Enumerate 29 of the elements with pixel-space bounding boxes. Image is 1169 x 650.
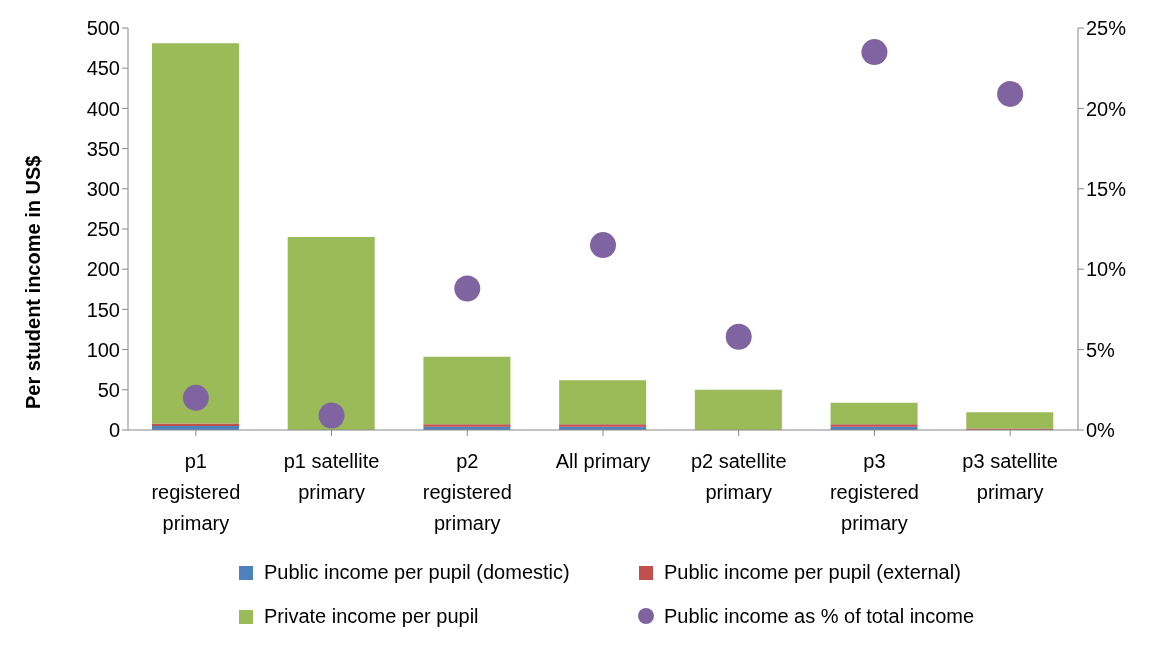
y-tick-label: 100 xyxy=(86,338,120,361)
y-axis-title: Per student income in US$ xyxy=(22,155,45,409)
legend-label: Private income per pupil xyxy=(264,604,479,629)
y2-tick-label: 0% xyxy=(1086,419,1116,442)
x-tick-label: p1 registered primary xyxy=(151,450,241,534)
x-tick-label: p3 registered primary xyxy=(829,450,919,534)
y-tick-label: 250 xyxy=(86,218,120,241)
y-tick-label: 350 xyxy=(86,137,120,160)
legend-label: Public income as % of total income xyxy=(664,604,975,629)
x-tick-label: All primary xyxy=(555,450,651,472)
x-tick-label: p2 satellite primary xyxy=(690,450,787,503)
y2-tick-label: 15% xyxy=(1086,177,1127,200)
y-tick-label: 300 xyxy=(86,177,120,200)
y2-tick-label: 5% xyxy=(1086,338,1116,361)
y-tick-label: 500 xyxy=(86,17,120,40)
legend-label: Public income per pupil (external) xyxy=(664,560,961,585)
y-tick-label: 50 xyxy=(97,378,120,401)
y2-tick-label: 10% xyxy=(1086,258,1127,281)
x-tick-label: p2 registered primary xyxy=(422,450,512,534)
y-tick-label: 400 xyxy=(86,97,120,120)
y-tick-label: 0 xyxy=(108,419,120,442)
y2-tick-label: 20% xyxy=(1086,97,1127,120)
x-tick-label: p1 satellite primary xyxy=(283,450,380,503)
y-tick-label: 150 xyxy=(86,298,120,321)
x-tick-label: p3 satellite primary xyxy=(962,450,1058,503)
legend-label: Public income per pupil (domestic) xyxy=(264,560,570,585)
y-tick-label: 200 xyxy=(86,258,120,281)
y2-tick-label: 25% xyxy=(1086,17,1127,40)
y-tick-label: 450 xyxy=(86,57,120,80)
